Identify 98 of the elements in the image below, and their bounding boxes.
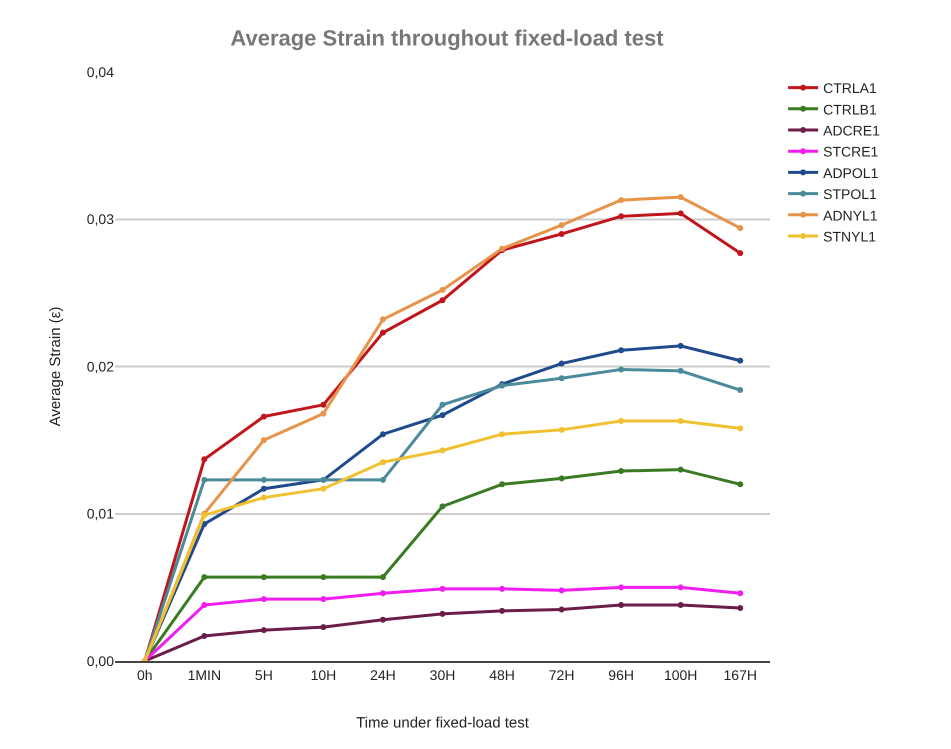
point xyxy=(678,194,684,200)
point xyxy=(737,604,744,611)
point xyxy=(558,222,565,228)
point xyxy=(260,596,267,602)
point xyxy=(260,627,267,634)
point xyxy=(320,486,326,492)
y-tick-label: 0,03 xyxy=(86,211,114,228)
point xyxy=(380,316,386,322)
x-tick-label: 72H xyxy=(548,666,574,683)
point xyxy=(201,632,208,639)
point xyxy=(380,476,386,483)
point xyxy=(499,481,506,488)
point xyxy=(678,342,684,349)
point xyxy=(320,402,326,408)
point xyxy=(201,456,208,462)
point xyxy=(737,250,744,256)
point xyxy=(499,608,506,614)
point xyxy=(737,387,744,394)
legend-label: CTRLB1 xyxy=(823,101,877,118)
x-tick-label: 100H xyxy=(664,666,698,683)
legend-label: CTRLA1 xyxy=(823,80,877,96)
point xyxy=(201,476,208,483)
point xyxy=(558,606,565,612)
point xyxy=(440,503,446,510)
legend-label: ADNYL1 xyxy=(823,207,878,224)
chart-title: Average Strain throughout fixed-load test xyxy=(230,25,664,50)
point xyxy=(380,330,386,336)
point xyxy=(440,412,446,418)
point xyxy=(618,213,624,220)
point xyxy=(499,586,506,592)
x-tick-label: 10H xyxy=(310,666,336,683)
point xyxy=(320,624,326,630)
legend-label: STCRE1 xyxy=(823,144,879,160)
point xyxy=(558,360,565,367)
point xyxy=(440,610,446,617)
point xyxy=(440,447,446,454)
point xyxy=(260,437,267,444)
point xyxy=(737,590,744,596)
x-tick-label: 167H xyxy=(723,666,757,683)
point xyxy=(618,584,624,590)
point xyxy=(260,574,267,580)
point xyxy=(380,431,386,438)
x-tick-label: 24H xyxy=(370,666,396,683)
x-tick-label: 0h xyxy=(136,666,153,683)
point xyxy=(618,602,624,608)
point xyxy=(201,602,208,608)
point xyxy=(678,602,684,608)
point xyxy=(380,616,386,623)
point xyxy=(678,466,684,473)
point xyxy=(380,574,386,580)
point xyxy=(440,402,446,408)
point xyxy=(618,418,624,424)
legend-label: STPOL1 xyxy=(823,186,878,202)
x-axis-title: Time under fixed-load test xyxy=(356,714,530,732)
point xyxy=(618,347,624,354)
y-tick-label: 0,01 xyxy=(86,506,114,522)
point xyxy=(260,486,267,492)
point xyxy=(618,197,624,204)
point xyxy=(678,210,684,216)
point xyxy=(737,358,744,364)
y-tick-label: 0,02 xyxy=(86,358,114,374)
legend-label: STNYL1 xyxy=(823,228,876,244)
point xyxy=(678,584,684,590)
point xyxy=(558,587,565,594)
legend-label: ADPOL1 xyxy=(823,164,879,181)
legend-label: ADCRE1 xyxy=(823,122,880,138)
point xyxy=(737,425,744,432)
point xyxy=(558,230,565,237)
point xyxy=(320,410,326,417)
point xyxy=(440,586,446,592)
point xyxy=(499,431,506,438)
x-tick-label: 1MIN xyxy=(188,666,222,683)
point xyxy=(618,366,624,372)
point xyxy=(558,475,565,482)
point xyxy=(737,225,744,232)
x-tick-label: 5H xyxy=(254,666,273,683)
x-tick-label: 48H xyxy=(489,666,515,683)
point xyxy=(320,574,326,580)
point xyxy=(260,414,267,420)
y-tick-label: 0,04 xyxy=(86,64,114,80)
point xyxy=(201,574,208,580)
point xyxy=(380,459,386,466)
point xyxy=(618,468,624,474)
x-tick-label: 96H xyxy=(608,666,634,683)
point xyxy=(558,426,565,433)
point xyxy=(440,297,446,304)
x-tick-label: 30H xyxy=(430,666,456,683)
y-tick-label: 0,00 xyxy=(86,652,114,669)
point xyxy=(737,481,744,488)
point xyxy=(678,418,684,424)
point xyxy=(558,375,565,382)
point xyxy=(678,368,684,374)
y-axis-title: Average Strain (ε) xyxy=(47,306,64,426)
point xyxy=(260,476,267,483)
point xyxy=(320,596,326,602)
point xyxy=(260,494,267,501)
point xyxy=(380,590,386,596)
point xyxy=(440,286,446,293)
